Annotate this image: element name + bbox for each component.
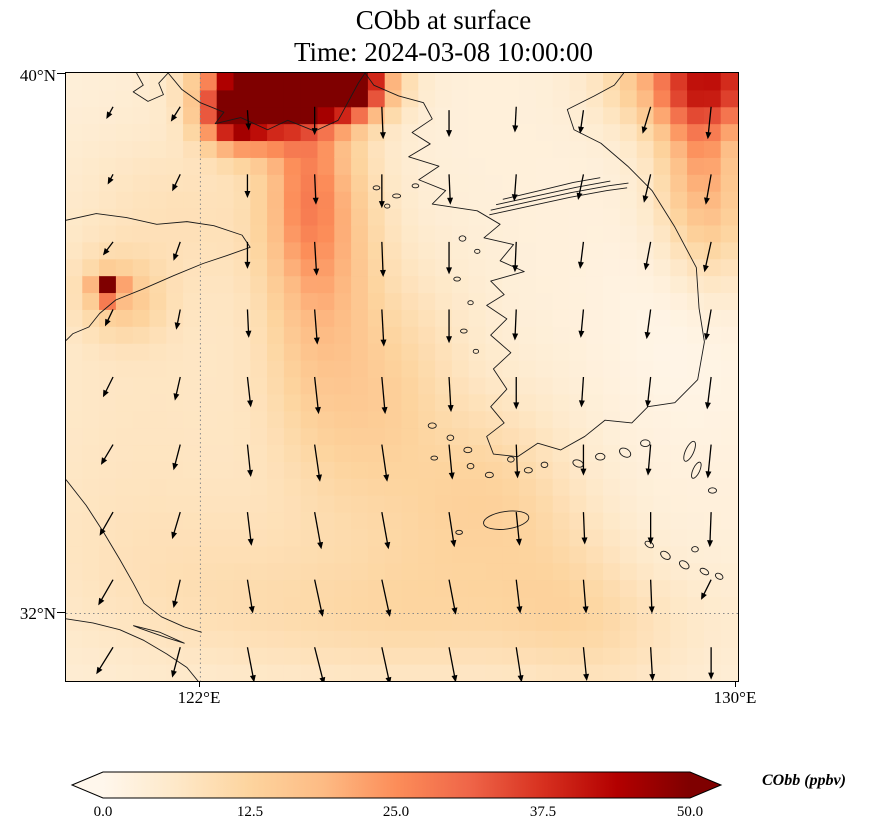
colorbar-label: CObb (ppbv) xyxy=(762,772,846,789)
tick-mark-32n xyxy=(57,612,65,613)
x-tick-122e: 122°E xyxy=(177,688,221,707)
colorbar-tick-0: 0.0 xyxy=(93,804,113,820)
chart-title: CObb at surface xyxy=(355,5,532,35)
colorbar-tick-37-5: 37.5 xyxy=(529,804,557,820)
tick-mark-122e xyxy=(199,681,200,687)
x-tick-130e: 130°E xyxy=(713,688,757,707)
map-plot xyxy=(65,72,739,682)
y-tick-40n: 40°N xyxy=(19,66,56,85)
tick-mark-130e xyxy=(735,681,736,687)
colorbar-tick-50: 50.0 xyxy=(676,804,704,820)
y-tick-32n: 32°N xyxy=(19,604,56,623)
colorbar-tick-25: 25.0 xyxy=(382,804,410,820)
chart-subtitle: Time: 2024-03-08 10:00:00 xyxy=(293,37,594,67)
colorbar xyxy=(70,768,730,802)
tick-mark-40n xyxy=(57,73,65,74)
colorbar-tick-12-5: 12.5 xyxy=(236,804,264,820)
